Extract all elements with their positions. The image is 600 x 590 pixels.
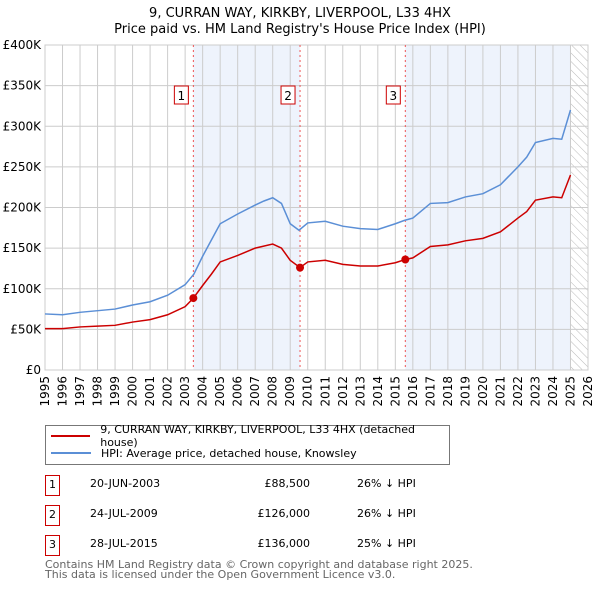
- footer: Contains HM Land Registry data © Crown c…: [45, 558, 473, 581]
- x-tick-label: 2015: [388, 376, 402, 407]
- sale-date: 28-JUL-2015: [90, 537, 158, 550]
- x-tick-label: 1997: [73, 376, 87, 407]
- x-tick-label: 2004: [196, 376, 210, 407]
- sale-marker-badge: 2: [45, 505, 60, 526]
- x-tick-label: 2011: [318, 376, 332, 407]
- sale-hpi-diff: 26% ↓ HPI: [357, 507, 416, 520]
- sale-point: [401, 255, 410, 264]
- legend-label: HPI: Average price, detached house, Know…: [101, 446, 357, 460]
- sale-point: [296, 263, 305, 272]
- x-tick-label: 2009: [283, 376, 297, 407]
- sale-marker-box: [385, 85, 401, 105]
- x-tick-label: 2017: [423, 376, 437, 407]
- red-line-icon: [51, 435, 91, 437]
- sale-price: £126,000: [257, 507, 311, 520]
- x-tick-label: 2026: [581, 376, 595, 407]
- sale-marker-box: [173, 85, 189, 105]
- sale-date: 24-JUL-2009: [90, 507, 158, 520]
- sale-hpi-diff: 25% ↓ HPI: [357, 537, 416, 550]
- sale-row: 1 20-JUN-2003 £88,500 26% ↓ HPI: [45, 475, 465, 496]
- x-tick-label: 2025: [563, 376, 577, 407]
- x-tick-label: 2010: [301, 376, 315, 407]
- sale-price: £88,500: [264, 477, 311, 490]
- blue-line-icon: [51, 452, 91, 454]
- sale-price: £136,000: [257, 537, 311, 550]
- x-tick-label: 2018: [441, 376, 455, 407]
- x-tick-label: 2022: [511, 376, 525, 407]
- legend-label: 9, CURRAN WAY, KIRKBY, LIVERPOOL, L33 4H…: [100, 423, 416, 449]
- plot-border: [44, 44, 589, 371]
- sale-marker-label: 1: [178, 89, 186, 103]
- x-tick-label: 2016: [406, 376, 420, 407]
- sale-hpi-diff: 26% ↓ HPI: [357, 477, 416, 490]
- x-tick-label: 2000: [126, 376, 140, 407]
- chart-title: 9, CURRAN WAY, KIRKBY, LIVERPOOL, L33 4H…: [149, 6, 451, 21]
- x-tick-label: 2021: [493, 376, 507, 407]
- x-tick-label: 2001: [143, 376, 157, 407]
- x-tick-label: 2008: [266, 376, 280, 407]
- x-tick-label: 2019: [458, 376, 472, 407]
- x-tick-label: 1996: [56, 376, 70, 407]
- x-tick-label: 2024: [546, 376, 560, 407]
- x-tick-label: 2023: [528, 376, 542, 407]
- y-tick-label: £150K: [3, 241, 43, 255]
- sale-row: 2 24-JUL-2009 £126,000 26% ↓ HPI: [45, 505, 465, 526]
- sale-marker-label: 2: [284, 89, 292, 103]
- x-tick-label: 2003: [178, 376, 192, 407]
- x-tick-label: 1995: [38, 376, 52, 407]
- x-tick-label: 2007: [248, 376, 262, 407]
- y-tick-label: £200K: [3, 201, 43, 215]
- y-tick-label: £350K: [3, 79, 43, 93]
- hpi-line: [44, 109, 572, 316]
- x-tick-label: 2005: [213, 376, 227, 407]
- x-tick-label: 1998: [91, 376, 105, 407]
- y-tick-label: £0: [26, 363, 41, 377]
- legend-item-hpi: HPI: Average price, detached house, Know…: [51, 445, 357, 461]
- x-tick-label: 1999: [108, 376, 122, 407]
- x-tick-label: 2013: [353, 376, 367, 407]
- x-tick-label: 2020: [476, 376, 490, 407]
- footer-line: Contains HM Land Registry data © Crown c…: [45, 558, 473, 571]
- legend-item-property: 9, CURRAN WAY, KIRKBY, LIVERPOOL, L33 4H…: [51, 423, 449, 449]
- y-tick-label: £400K: [3, 38, 43, 52]
- legend: 9, CURRAN WAY, KIRKBY, LIVERPOOL, L33 4H…: [45, 423, 450, 465]
- chart-subtitle: Price paid vs. HM Land Registry's House …: [114, 22, 486, 37]
- price-chart: 1995 1996 1997 1998 1999 2000 2001 2002 2003 2004…: [3, 38, 595, 407]
- x-tick-label: 2006: [231, 376, 245, 407]
- footer-line: This data is licensed under the Open Gov…: [45, 568, 396, 581]
- sale-row: 3 28-JUL-2015 £136,000 25% ↓ HPI: [45, 535, 465, 556]
- sale-point: [189, 294, 198, 303]
- x-tick-label: 2002: [161, 376, 175, 407]
- property-price-line: [45, 174, 572, 330]
- y-tick-label: £250K: [3, 160, 43, 174]
- y-tick-label: £50K: [10, 322, 42, 336]
- x-tick-label: 2014: [371, 376, 385, 407]
- x-tick-label: 2012: [336, 376, 350, 407]
- y-tick-label: £100K: [3, 282, 43, 296]
- sale-marker-box: [280, 85, 296, 105]
- sale-date: 20-JUN-2003: [90, 477, 161, 490]
- sale-marker-badge: 3: [45, 535, 60, 556]
- sale-marker-label: 3: [389, 89, 397, 103]
- sale-marker-badge: 1: [45, 475, 60, 496]
- y-tick-label: £300K: [3, 119, 43, 133]
